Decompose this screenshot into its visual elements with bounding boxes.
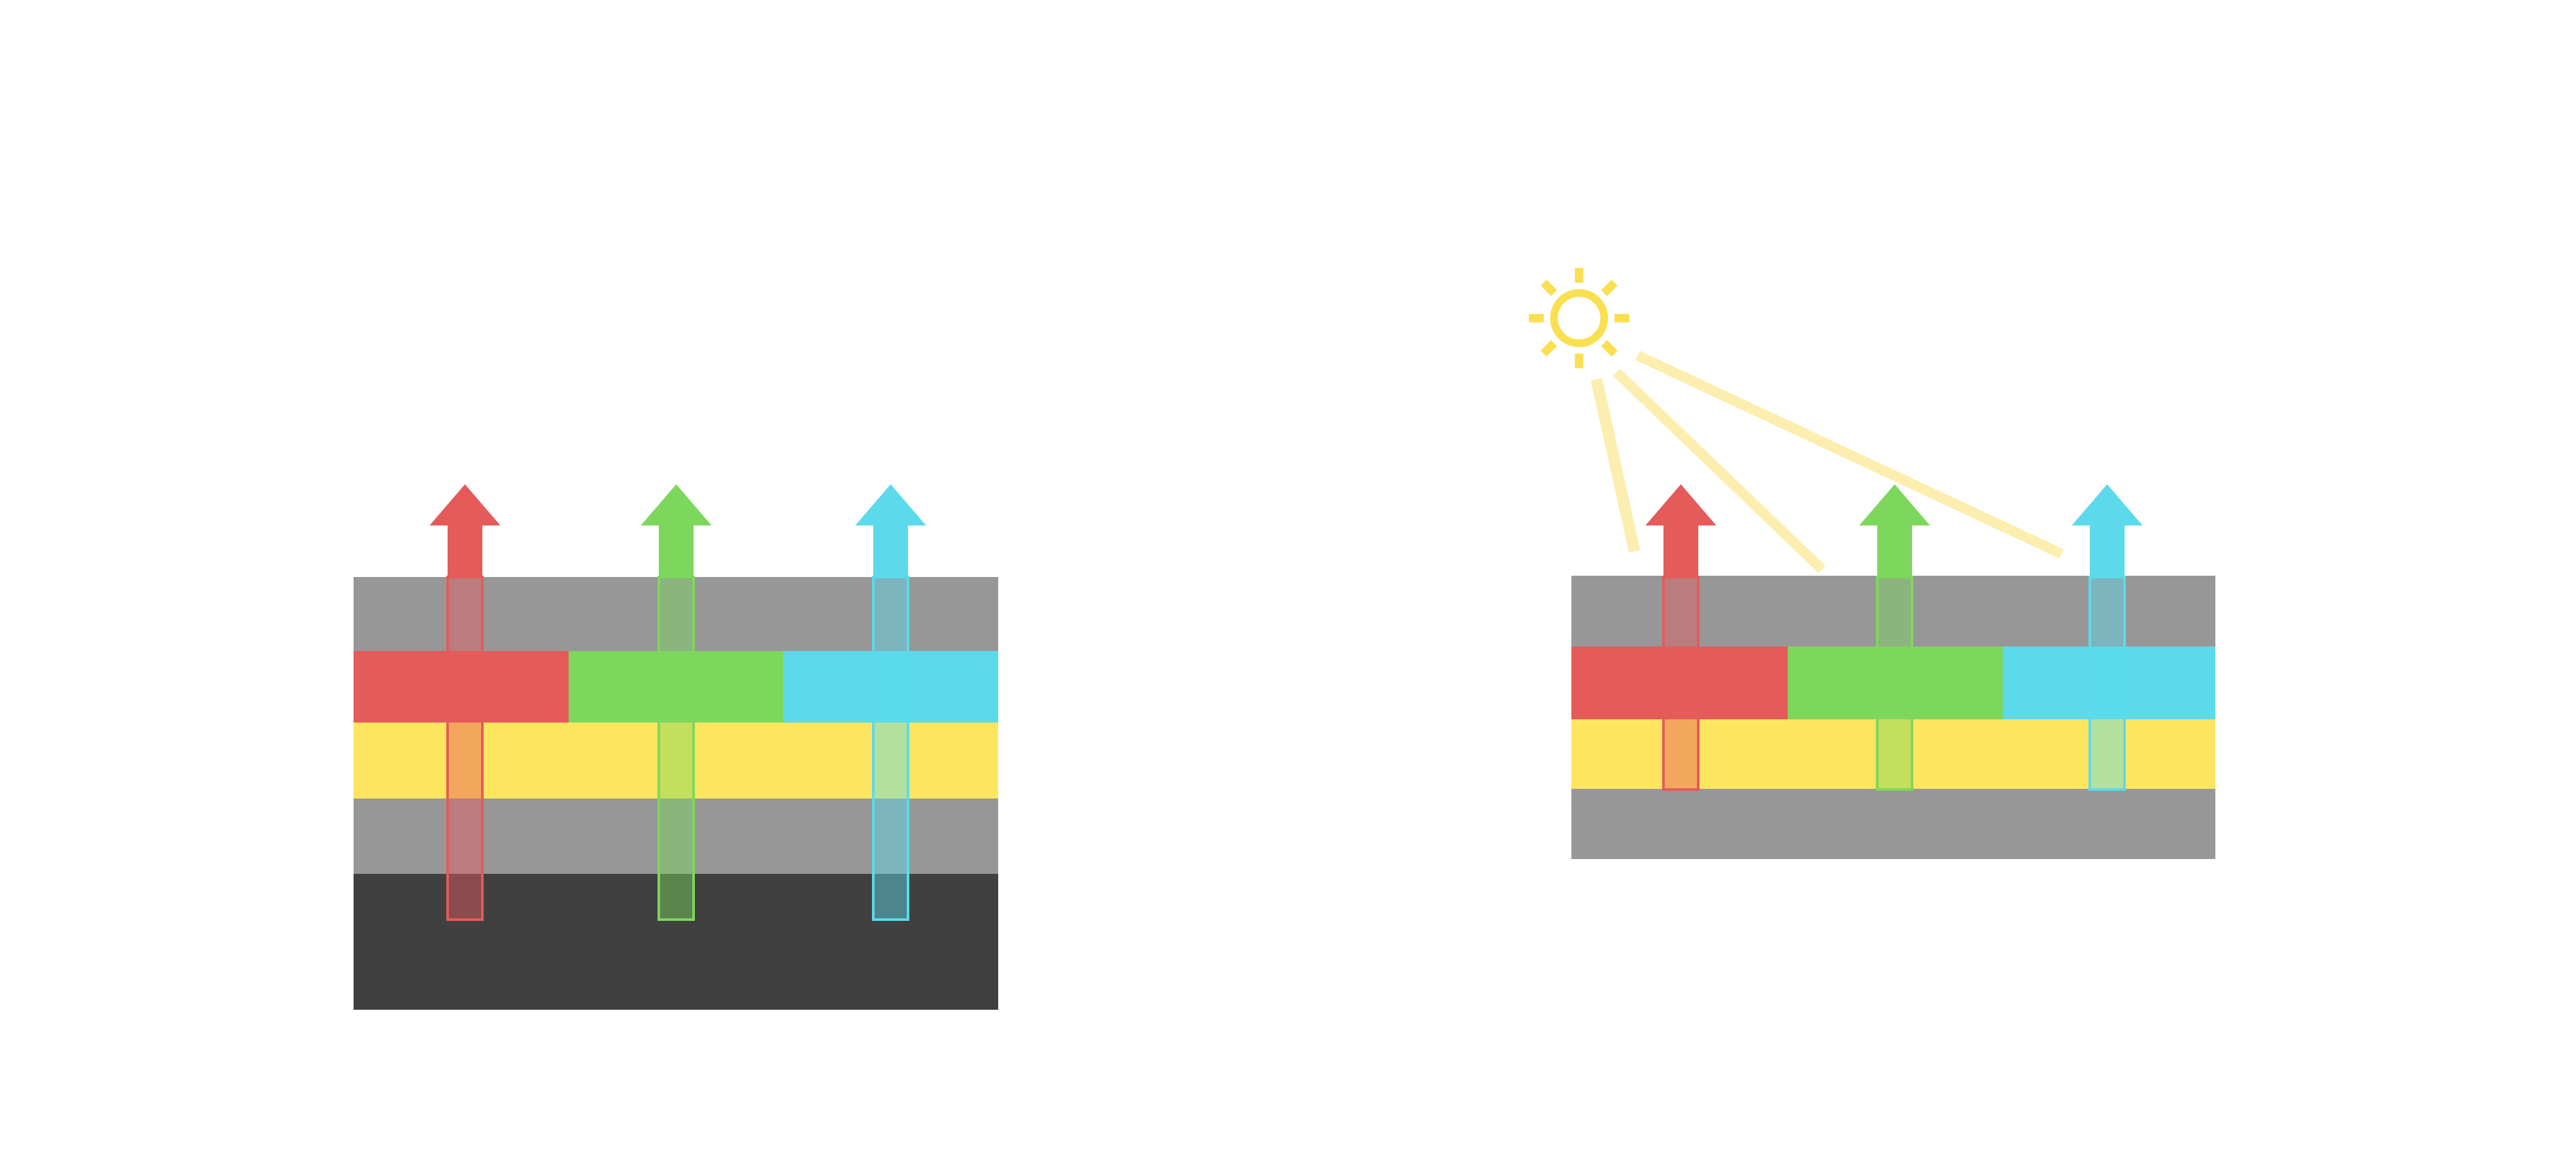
reflective-display-red-light-path: [1662, 576, 1700, 791]
backlit-display-cyan-light-path: [872, 576, 909, 921]
sun-ray-8: [1540, 279, 1557, 296]
reflective-display-panel: [1529, 268, 2215, 859]
reflective-display-cyan-arrow-up-icon: [2072, 484, 2143, 578]
backlit-display-color-filter-cyan-segment: [783, 651, 998, 723]
reflective-display-top-glass-layer: [1571, 576, 2215, 647]
backlit-display-color-filter-green-segment: [569, 651, 783, 723]
backlit-display-panel: [354, 484, 998, 1010]
reflective-display-green-light-path: [1876, 576, 1913, 791]
sun-ring: [1550, 289, 1608, 347]
reflective-display-cyan-light-path: [2088, 576, 2126, 791]
sun-ray-6: [1540, 340, 1557, 357]
backlit-display-liquid-crystal-layer: [354, 723, 998, 799]
reflective-display-liquid-crystal-layer: [1571, 719, 2215, 789]
reflective-display-sunbeam-1: [1591, 378, 1640, 553]
reflective-display-sunbeam-2: [1613, 368, 1826, 573]
backlit-display-red-light-path: [446, 576, 484, 921]
reflective-display-green-arrow-up-icon: [1859, 484, 1930, 578]
reflective-display-red-arrow-up-icon: [1645, 484, 1716, 578]
reflective-display-color-filter-green-segment: [1788, 647, 2003, 719]
reflective-display-sunbeam-3: [1635, 350, 2064, 559]
backlit-display-bottom-glass-layer: [354, 799, 998, 874]
reflective-display-color-filter-red-segment: [1571, 647, 1788, 719]
backlit-display-cyan-arrow-up-icon: [855, 484, 926, 578]
backlit-display-green-light-path: [658, 576, 695, 921]
backlit-display-color-filter-red-segment: [354, 651, 569, 723]
reflective-display-color-filter-cyan-segment: [2003, 647, 2215, 719]
backlit-display-green-arrow-up-icon: [641, 484, 712, 578]
backlit-display-top-glass-layer: [354, 577, 998, 651]
sun-ray-2: [1601, 279, 1618, 296]
backlit-display-red-arrow-up-icon: [430, 484, 500, 578]
sun-icon: [1529, 268, 1629, 368]
reflective-display-reflector-glass-layer: [1571, 789, 2215, 859]
backlit-display-backlight-layer: [354, 874, 998, 1010]
sun-ray-4: [1601, 340, 1618, 357]
